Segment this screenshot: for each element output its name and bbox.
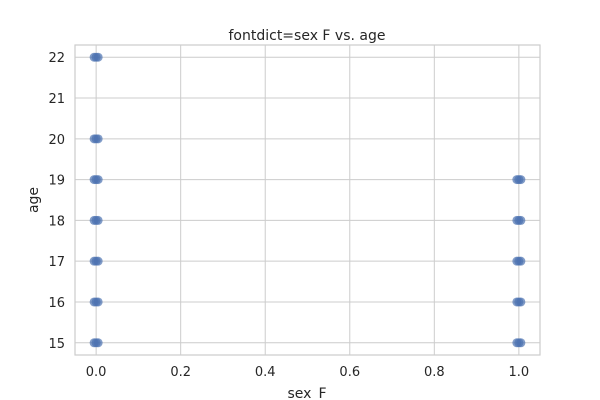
scatter-point bbox=[93, 297, 103, 307]
y-tick-label: 15 bbox=[48, 337, 65, 352]
points-layer bbox=[89, 52, 526, 348]
grid-layer bbox=[75, 45, 540, 355]
scatter-point bbox=[93, 338, 103, 348]
y-axis-label: age bbox=[26, 187, 42, 213]
plot-frame bbox=[74, 44, 541, 356]
scatter-point bbox=[516, 215, 526, 225]
scatter-point bbox=[93, 215, 103, 225]
x-tick-labels: 0.0 0.2 0.4 0.6 0.8 1.0 bbox=[86, 365, 529, 380]
scatter-point bbox=[516, 297, 526, 307]
x-tick-label: 0.8 bbox=[424, 365, 445, 380]
scatter-point bbox=[93, 175, 103, 185]
y-tick-labels: 15 16 17 18 19 20 21 22 bbox=[48, 51, 65, 352]
scatter-point bbox=[93, 52, 103, 62]
scatter-point bbox=[516, 256, 526, 266]
scatter-point bbox=[516, 175, 526, 185]
x-tick-label: 1.0 bbox=[509, 365, 530, 380]
y-tick-label: 16 bbox=[48, 296, 65, 311]
y-tick-label: 17 bbox=[48, 255, 65, 270]
y-tick-label: 21 bbox=[48, 92, 65, 107]
y-tick-label: 20 bbox=[48, 133, 65, 148]
x-tick-label: 0.0 bbox=[86, 365, 107, 380]
x-tick-label: 0.2 bbox=[170, 365, 191, 380]
y-tick-label: 19 bbox=[48, 174, 65, 189]
y-tick-label: 22 bbox=[48, 51, 65, 66]
chart-title: fontdict=sex F vs. age bbox=[228, 28, 385, 44]
scatter-point bbox=[93, 256, 103, 266]
scatter-point bbox=[516, 338, 526, 348]
scatter-point bbox=[93, 134, 103, 144]
y-tick-label: 18 bbox=[48, 214, 65, 229]
x-tick-label: 0.4 bbox=[255, 365, 276, 380]
x-tick-label: 0.6 bbox=[339, 365, 360, 380]
x-axis-label: sex_F bbox=[288, 386, 327, 400]
